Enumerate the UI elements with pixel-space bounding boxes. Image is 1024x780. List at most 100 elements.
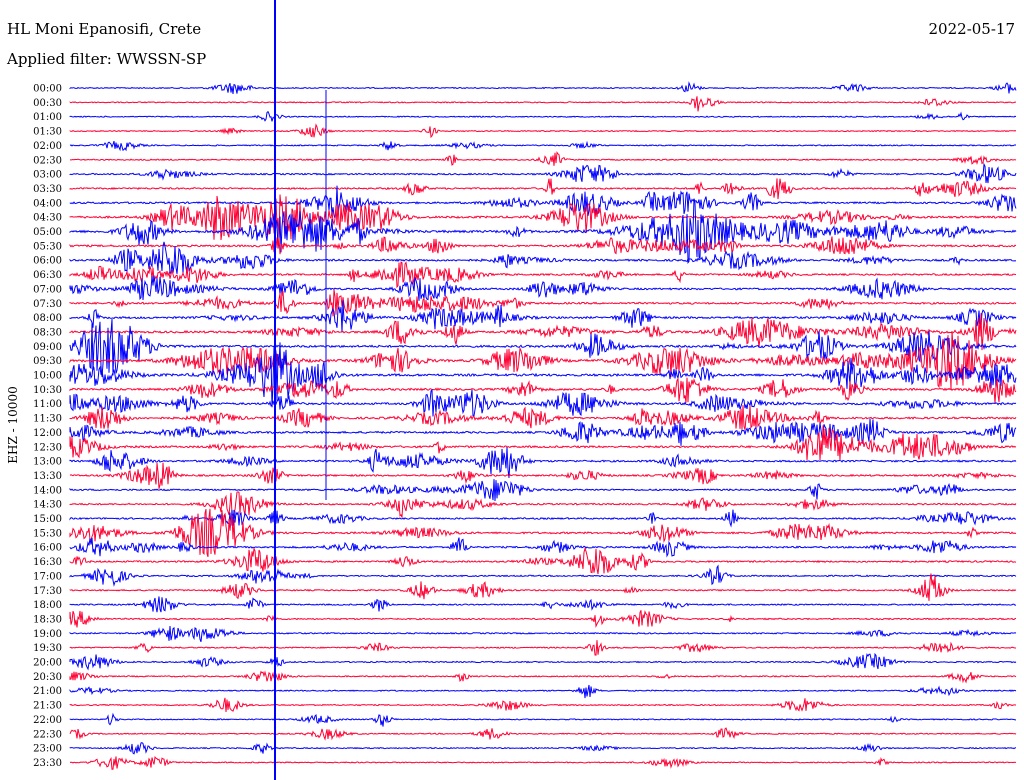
trace-line (69, 300, 1017, 333)
time-label: 15:00 (33, 514, 62, 525)
time-label: 00:00 (33, 84, 62, 95)
trace-line (69, 123, 1017, 139)
trace-line (69, 509, 1017, 528)
trace-line (69, 564, 1017, 587)
time-label: 17:30 (33, 586, 62, 597)
trace-line (69, 81, 1017, 94)
time-label: 07:30 (33, 299, 62, 310)
trace-line (69, 194, 1017, 241)
trace-line (69, 447, 1017, 478)
time-label: 22:30 (33, 729, 62, 740)
time-label: 13:00 (33, 457, 62, 468)
trace-line (69, 313, 1017, 351)
trace-line (69, 275, 1017, 301)
time-label: 12:30 (33, 442, 62, 453)
trace-line (69, 110, 1017, 122)
trace-line (69, 684, 1017, 699)
time-label: 23:30 (33, 758, 62, 769)
time-label: 21:00 (33, 686, 62, 697)
trace-group (69, 81, 1017, 770)
trace-line (69, 537, 1017, 558)
filter-label: Applied filter: WWSSN-SP (7, 50, 207, 68)
time-label: 03:30 (33, 184, 62, 195)
trace-line (69, 178, 1017, 200)
trace-line (69, 755, 1017, 770)
trace-line (69, 462, 1017, 489)
trace-line (69, 289, 1017, 317)
trace-line (69, 342, 1017, 408)
trace-line (69, 151, 1017, 166)
time-label: 02:00 (33, 141, 62, 152)
trace-line (69, 377, 1017, 404)
station-title: HL Moni Epanosifi, Crete (7, 20, 202, 38)
time-label: 05:00 (33, 227, 62, 238)
time-label: 04:00 (33, 198, 62, 209)
time-label: 09:00 (33, 342, 62, 353)
trace-line (69, 610, 1017, 629)
trace-line (69, 727, 1017, 741)
time-label: 03:00 (33, 170, 62, 181)
time-label: 08:30 (33, 327, 62, 338)
time-label: 14:00 (33, 485, 62, 496)
time-label: 12:00 (33, 428, 62, 439)
trace-line (69, 652, 1017, 671)
time-label: 06:00 (33, 256, 62, 267)
time-label: 00:30 (33, 98, 62, 109)
time-label: 05:30 (33, 241, 62, 252)
trace-line (69, 241, 1017, 274)
trace-line (69, 479, 1017, 502)
time-label: 18:00 (33, 600, 62, 611)
time-label: 02:30 (33, 155, 62, 166)
time-label: 16:00 (33, 543, 62, 554)
time-label: 04:30 (33, 213, 62, 224)
trace-line (69, 330, 1017, 390)
trace-line (69, 742, 1017, 755)
trace-line (69, 162, 1017, 184)
trace-line (69, 546, 1017, 575)
time-label: 11:00 (33, 399, 62, 410)
trace-line (69, 140, 1017, 152)
trace-line (69, 388, 1017, 417)
time-label: 19:00 (33, 629, 62, 640)
trace-line (69, 405, 1017, 430)
time-label: 10:00 (33, 371, 62, 382)
trace-line (69, 318, 1017, 377)
time-label: 14:30 (33, 500, 62, 511)
time-label: 22:00 (33, 715, 62, 726)
time-label: 07:00 (33, 284, 62, 295)
trace-line (69, 625, 1017, 642)
trace-line (69, 573, 1017, 601)
time-label: 06:30 (33, 270, 62, 281)
time-label: 23:00 (33, 744, 62, 755)
time-label: 10:30 (33, 385, 62, 396)
trace-line (69, 425, 1017, 461)
trace-line (69, 236, 1017, 255)
trace-line (69, 712, 1016, 727)
time-label: 09:30 (33, 356, 62, 367)
time-label: 19:30 (33, 643, 62, 654)
time-label: 20:00 (33, 658, 62, 669)
trace-line (69, 670, 1017, 684)
time-label-group: 00:00 00:30 01:00 01:30 02:00 02:30 03:00 03:30… (33, 84, 62, 769)
time-label: 15:30 (33, 528, 62, 539)
trace-line (69, 418, 1017, 446)
trace-line (69, 491, 1017, 518)
trace-line (69, 508, 1017, 557)
trace-line (69, 96, 1016, 112)
time-label: 20:30 (33, 672, 62, 683)
trace-line (69, 697, 1017, 713)
time-label: 18:30 (33, 614, 62, 625)
time-label: 01:00 (33, 112, 62, 123)
trace-line (69, 640, 1017, 656)
time-label: 17:00 (33, 571, 62, 582)
time-label: 21:30 (33, 701, 62, 712)
time-label: 11:30 (33, 414, 62, 425)
date-label: 2022-05-17 (928, 20, 1015, 38)
trace-line (69, 596, 1017, 613)
trace-line (69, 185, 1017, 219)
time-label: 01:30 (33, 127, 62, 138)
time-label: 16:30 (33, 557, 62, 568)
time-label: 13:30 (33, 471, 62, 482)
trace-line (69, 198, 1017, 264)
